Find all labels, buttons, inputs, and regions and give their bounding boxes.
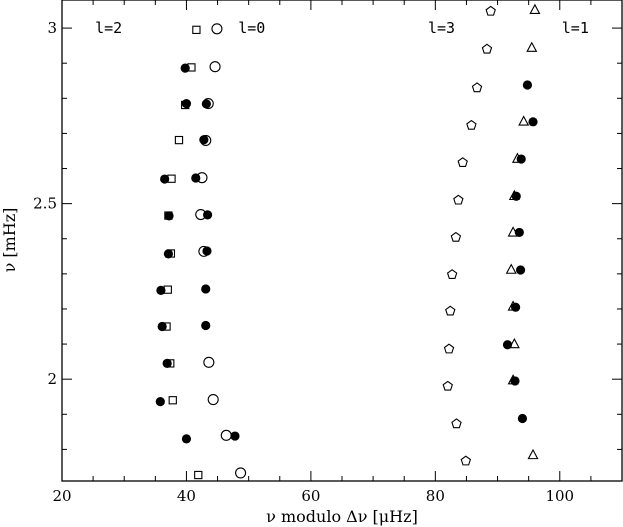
open-pentagon-point: [457, 157, 468, 167]
x-tick-label: 40: [177, 487, 196, 505]
open-pentagon-point: [451, 418, 462, 429]
open-triangle-point: [505, 263, 517, 274]
open-circle-point: [203, 356, 215, 368]
open-pentagon-point: [450, 231, 462, 242]
open-pentagon-point: [466, 119, 477, 130]
x-tick-label: 20: [52, 487, 71, 505]
open-square-point: [194, 470, 203, 480]
open-square-point: [187, 63, 196, 72]
open-triangle-point: [508, 189, 520, 201]
open-circle-point: [220, 429, 232, 441]
open-pentagon-point: [485, 5, 496, 16]
open-circle-point: [209, 61, 221, 73]
filled-circle-point: [157, 321, 167, 332]
open-square-point: [167, 174, 176, 183]
open-circle-point: [198, 245, 210, 257]
open-pentagon-point: [481, 43, 493, 54]
open-triangle-point: [529, 3, 541, 14]
open-triangle-point: [507, 226, 519, 237]
axis-ticks: [61, 0, 623, 481]
degree-label: l=3: [428, 19, 455, 37]
open-triangle-point: [511, 152, 523, 163]
x-tick-label: 60: [301, 487, 320, 505]
filled-circle-point: [515, 265, 526, 275]
filled-circle-point: [201, 284, 211, 294]
open-square-point: [163, 285, 172, 294]
open-circle-point: [207, 393, 219, 406]
open-pentagon-point: [443, 343, 455, 354]
open-triangle-point: [518, 115, 530, 126]
open-square-point: [162, 322, 171, 331]
open-triangle-point: [527, 448, 539, 460]
open-square-point: [174, 135, 184, 145]
filled-circle-point: [163, 249, 173, 259]
open-circle-point: [196, 172, 208, 184]
open-pentagon-point: [453, 194, 464, 205]
open-circle-point: [211, 23, 223, 35]
open-pentagon-point: [442, 380, 453, 391]
filled-circle-point: [202, 246, 212, 256]
degree-label: l=2: [95, 19, 122, 37]
filled-circle-point: [164, 211, 174, 221]
filled-circle-point: [181, 434, 192, 444]
filled-circle-point: [156, 285, 166, 295]
open-square-point: [166, 249, 176, 258]
degree-label: l=0: [238, 19, 265, 37]
x-axis-label: ν modulo Δν [μHz]: [266, 507, 418, 526]
open-triangle-point: [526, 41, 538, 52]
filled-circle-point: [181, 98, 192, 109]
degree-annotations: l=2 l=0 l=3 l=1: [95, 19, 589, 37]
open-pentagon-point: [445, 305, 456, 316]
data-points: [155, 3, 541, 480]
open-pentagon-point: [446, 269, 458, 279]
open-triangle-point: [508, 337, 520, 349]
y-tick-label: 2: [47, 370, 57, 388]
open-triangle-point: [507, 300, 519, 311]
y-tick-label: 2.5: [33, 195, 57, 213]
tick-labels: 20 40 60 80 100 2 2.5 3: [33, 19, 574, 505]
filled-circle-point: [230, 431, 240, 441]
plot-frame: [61, 0, 623, 482]
open-square-point: [166, 359, 175, 368]
open-square-point: [192, 25, 201, 34]
open-square-point: [164, 211, 173, 220]
open-circle-point: [195, 208, 207, 221]
filled-circle-point: [201, 320, 211, 331]
open-circle-point: [202, 98, 214, 110]
x-tick-label: 80: [426, 487, 445, 505]
y-tick-label: 3: [47, 19, 57, 37]
degree-label: l=1: [562, 19, 589, 37]
filled-circle-point: [517, 413, 528, 424]
filled-circle-point: [155, 397, 165, 407]
open-pentagon-point: [471, 82, 483, 93]
open-square-point: [168, 396, 177, 405]
filled-circle-point: [522, 80, 533, 90]
open-pentagon-point: [460, 455, 472, 466]
x-tick-label: 100: [545, 487, 574, 505]
y-axis-label: ν [mHz]: [0, 208, 19, 273]
open-circle-point: [235, 467, 247, 479]
open-triangle-point: [507, 374, 519, 385]
filled-circle-point: [160, 174, 170, 184]
open-circle-point: [200, 134, 212, 146]
open-square-point: [181, 100, 190, 110]
filled-circle-point: [528, 117, 538, 127]
